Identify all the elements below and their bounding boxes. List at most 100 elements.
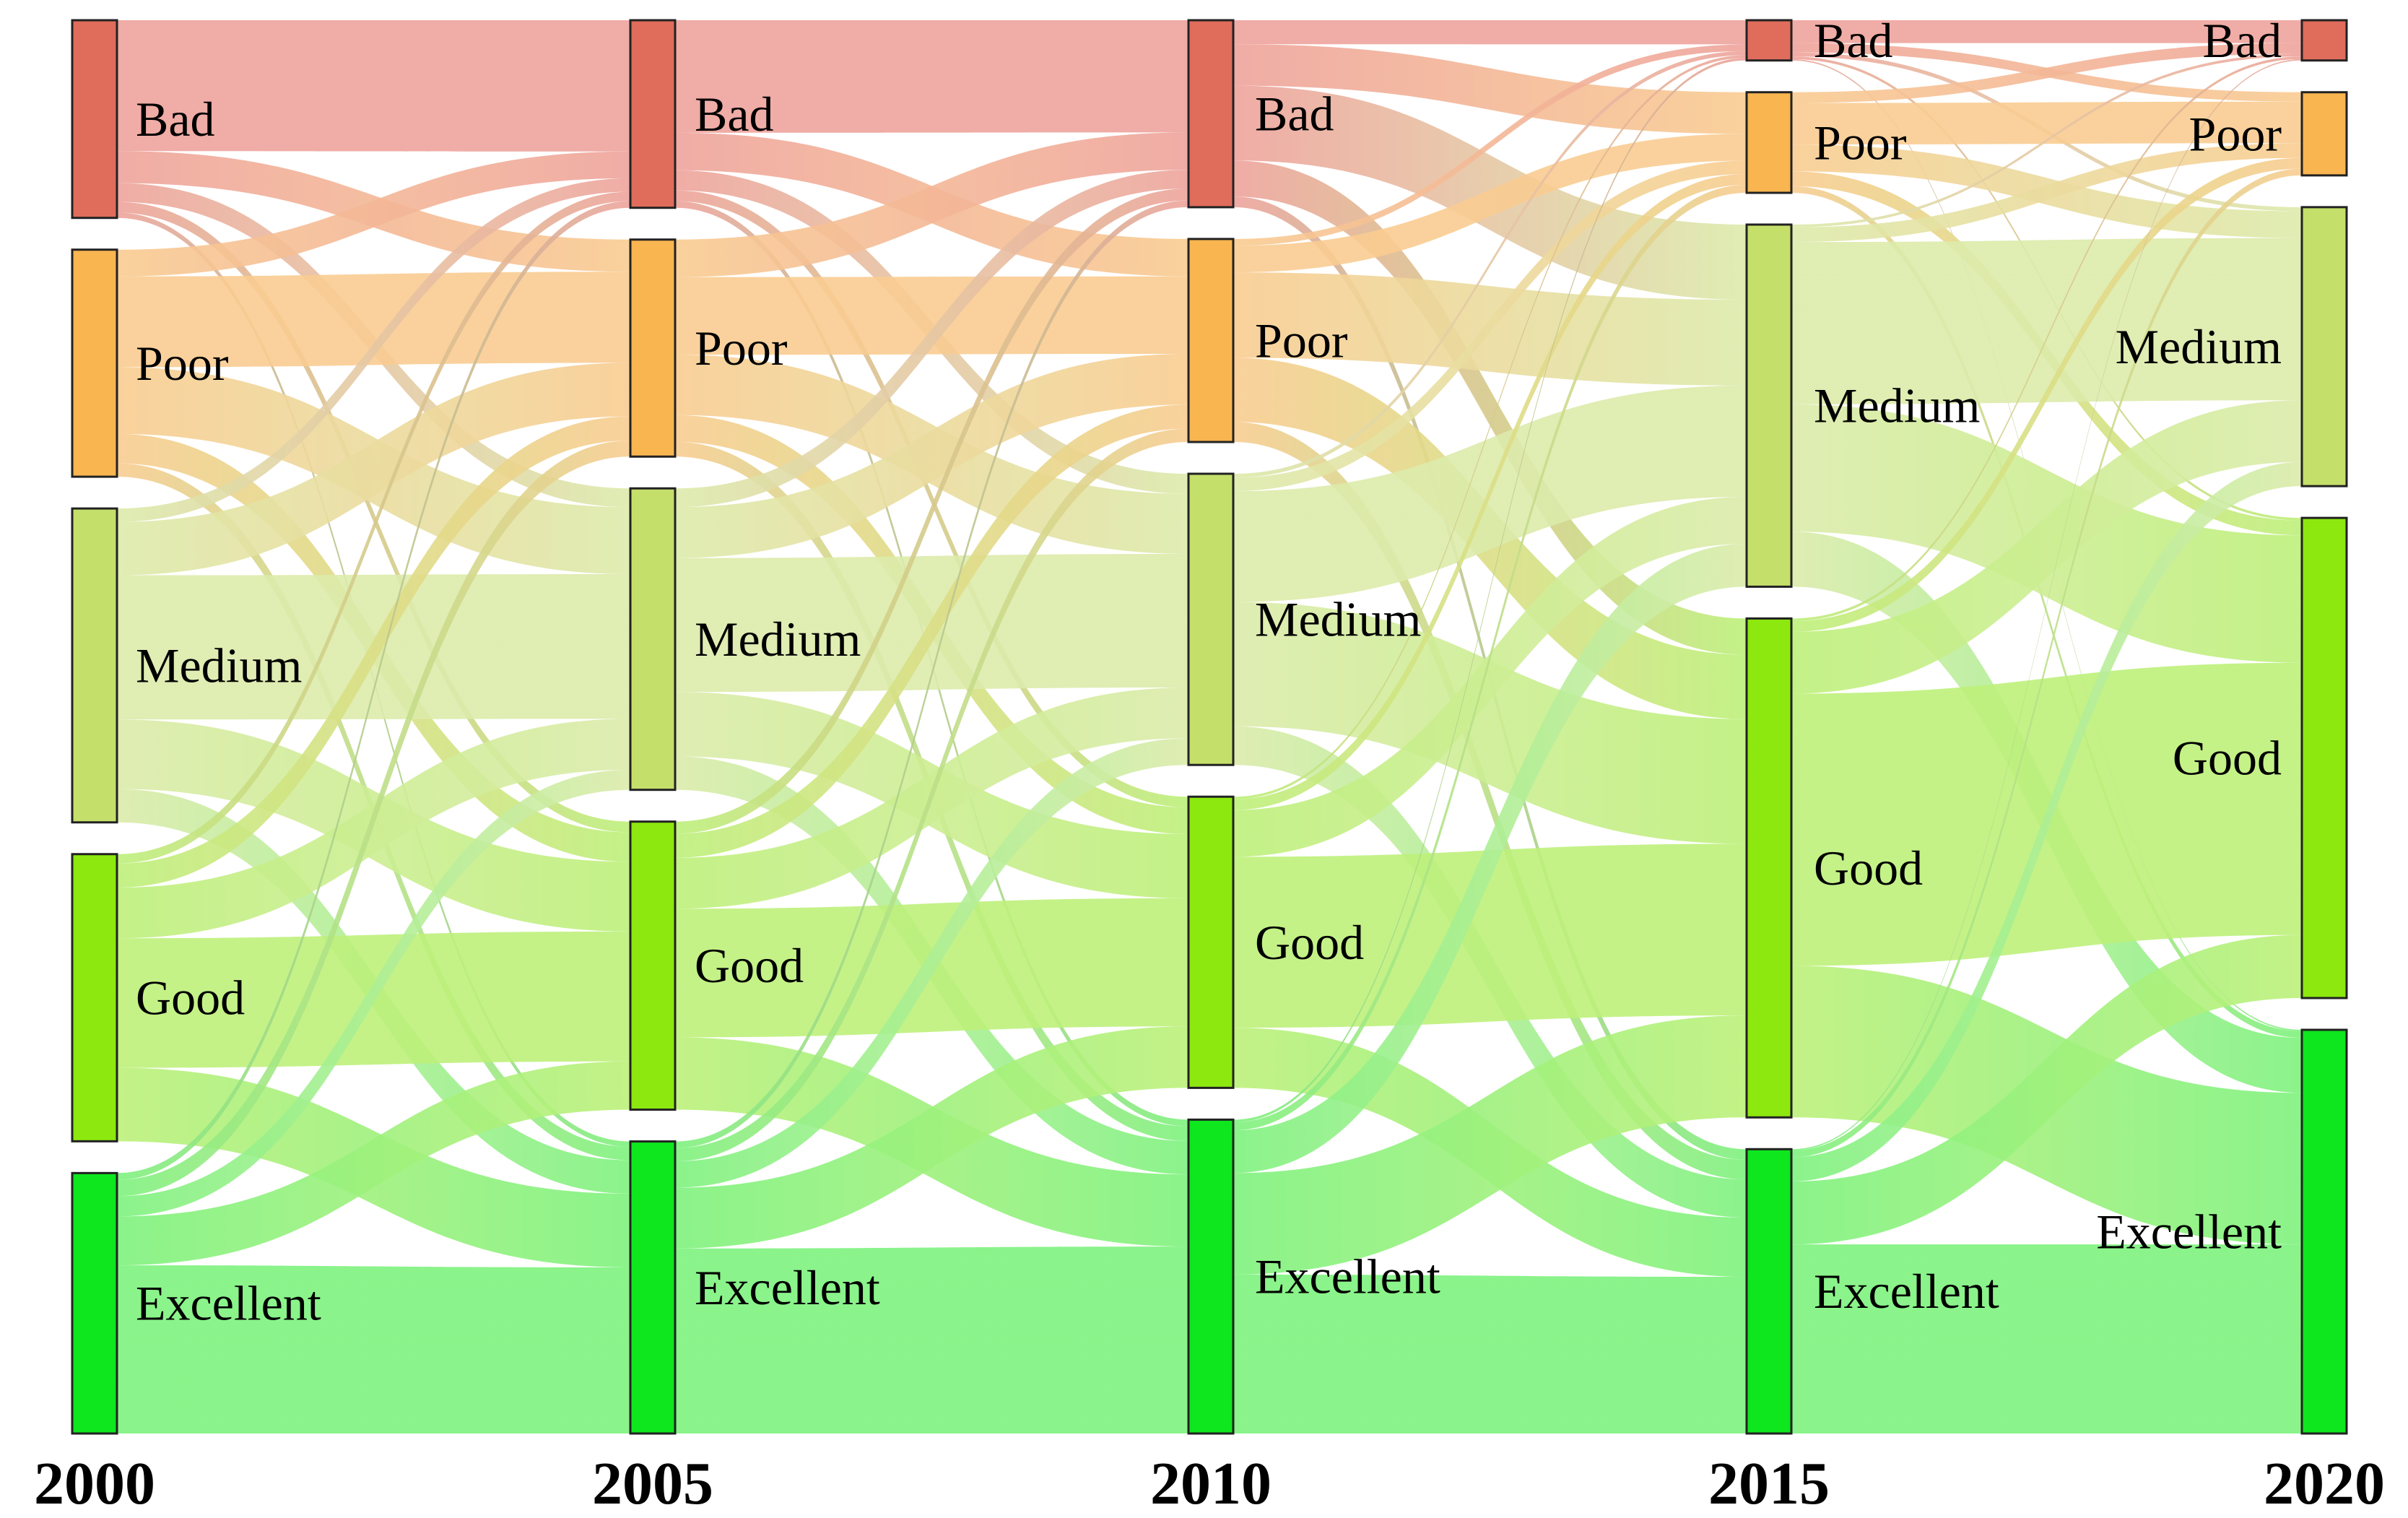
label-2015-bad: Bad <box>1814 13 1893 68</box>
flow-2010-good-to-2015-medium <box>1233 497 1747 857</box>
label-2010-bad: Bad <box>1255 86 1334 141</box>
flow-2005-good-to-2010-bad <box>675 188 1188 834</box>
flow-2015-poor-to-2020-excellent <box>1791 186 2302 1038</box>
flow-2010-bad-to-2015-good <box>1233 160 1747 655</box>
node-2005-excellent <box>629 1140 677 1435</box>
flow-2000-bad-to-2005-bad <box>117 20 630 152</box>
node-2005-good <box>629 820 677 1111</box>
flow-2000-medium-to-2005-bad <box>117 178 630 522</box>
flow-2000-bad-to-2005-good <box>117 201 630 833</box>
year-label-2000: 2000 <box>34 1450 155 1517</box>
node-2000-poor <box>71 248 118 478</box>
node-2020-good <box>2300 516 2348 999</box>
node-2010-excellent <box>1187 1118 1235 1435</box>
flow-2000-good-to-2005-bad <box>117 191 630 864</box>
year-label-2015: 2015 <box>1708 1450 1830 1517</box>
label-2005-medium: Medium <box>695 612 861 667</box>
node-2015-poor <box>1745 91 1793 194</box>
node-2010-poor <box>1187 238 1235 443</box>
flow-2000-excellent-to-2005-good <box>117 1061 630 1266</box>
label-2020-good: Good <box>2173 731 2282 786</box>
flow-2010-good-to-2015-bad <box>1233 55 1747 799</box>
flow-2015-excellent-to-2020-excellent <box>1791 1244 2302 1434</box>
flow-2005-good-to-2010-poor <box>675 404 1188 858</box>
flow-2015-medium-to-2020-poor <box>1791 143 2302 243</box>
flow-2015-excellent-to-2020-poor <box>1791 168 2302 1158</box>
node-2010-good <box>1187 795 1235 1089</box>
node-2015-good <box>1745 617 1793 1119</box>
label-2000-good: Good <box>136 971 245 1025</box>
node-2010-medium <box>1187 472 1235 766</box>
flow-2005-excellent-to-2010-excellent <box>675 1246 1188 1434</box>
label-2000-poor: Poor <box>136 336 229 391</box>
flow-2010-bad-to-2015-bad <box>1233 20 1747 45</box>
flow-2000-excellent-to-2005-medium <box>117 769 630 1217</box>
node-2015-excellent <box>1745 1148 1793 1435</box>
label-2020-bad: Bad <box>2202 13 2282 68</box>
flow-2015-poor-to-2020-poor <box>1791 101 2302 145</box>
node-2005-medium <box>629 487 677 791</box>
node-2015-medium <box>1745 223 1793 588</box>
node-2000-medium <box>71 507 118 824</box>
node-2000-bad <box>71 19 118 220</box>
label-2010-good: Good <box>1255 915 1364 970</box>
flow-2000-medium-to-2005-poor <box>117 363 630 576</box>
label-2020-excellent: Excellent <box>2096 1205 2282 1259</box>
label-2005-poor: Poor <box>695 321 788 376</box>
flow-2015-bad-to-2020-bad <box>1791 20 2302 43</box>
flow-2010-poor-to-2015-poor <box>1233 134 1747 273</box>
year-label-2010: 2010 <box>1150 1450 1272 1517</box>
flow-2010-excellent-to-2015-medium <box>1233 544 1747 1174</box>
node-2020-bad <box>2300 19 2348 62</box>
year-axis: 2000 2005 2010 2015 2020 <box>34 1450 2385 1517</box>
node-2020-poor <box>2300 91 2348 177</box>
flow-2005-excellent-to-2010-poor <box>675 428 1188 1162</box>
flow-2000-poor-to-2005-poor <box>117 272 630 368</box>
node-labels: Bad Poor Medium Good Excellent Bad Poor Medium G… <box>136 13 2282 1331</box>
flow-2010-excellent-to-2015-poor <box>1233 184 1747 1131</box>
flow-2010-poor-to-2015-bad <box>1233 44 1747 246</box>
node-2010-bad <box>1187 19 1235 209</box>
label-2015-excellent: Excellent <box>1814 1264 1999 1319</box>
label-2000-excellent: Excellent <box>136 1276 321 1331</box>
label-2005-excellent: Excellent <box>695 1260 880 1315</box>
label-2010-poor: Poor <box>1255 313 1348 368</box>
label-2015-medium: Medium <box>1814 378 1980 433</box>
label-2020-medium: Medium <box>2116 319 2282 374</box>
flow-2005-poor-to-2010-poor <box>675 276 1188 355</box>
label-2010-medium: Medium <box>1255 592 1421 647</box>
flow-2010-excellent-to-2015-good <box>1233 1015 1747 1275</box>
flow-2005-medium-to-2010-bad <box>675 170 1188 508</box>
flow-2000-excellent-to-2005-excellent <box>117 1265 630 1434</box>
flow-2010-excellent-to-2015-excellent <box>1233 1274 1747 1434</box>
label-2000-medium: Medium <box>136 638 302 693</box>
flow-2005-excellent-to-2010-good <box>675 1026 1188 1249</box>
flow-2005-excellent-to-2010-medium <box>675 738 1188 1188</box>
node-2015-bad <box>1745 19 1793 62</box>
node-2020-excellent <box>2300 1028 2348 1435</box>
flow-2015-excellent-to-2020-bad <box>1791 58 2302 1151</box>
flow-2005-bad-to-2010-bad <box>675 20 1188 133</box>
year-label-2005: 2005 <box>592 1450 713 1517</box>
label-2020-poor: Poor <box>2189 106 2282 161</box>
flow-2000-poor-to-2005-bad <box>117 151 630 277</box>
category-nodes <box>71 19 2348 1435</box>
flow-links <box>117 20 2302 1434</box>
year-label-2020: 2020 <box>2264 1450 2385 1517</box>
flow-2015-excellent-to-2020-medium <box>1791 461 2302 1181</box>
flow-2015-poor-to-2020-bad <box>1791 43 2302 103</box>
flow-2010-medium-to-2015-good <box>1233 602 1747 844</box>
flow-2015-medium-to-2020-bad <box>1791 53 2302 227</box>
label-2015-poor: Poor <box>1814 115 1907 170</box>
flow-2005-medium-to-2010-poor <box>675 353 1188 558</box>
label-2010-excellent: Excellent <box>1255 1249 1440 1304</box>
node-2000-good <box>71 853 118 1142</box>
flow-2005-bad-to-2010-good <box>675 190 1188 808</box>
flow-2010-excellent-to-2015-bad <box>1233 58 1747 1123</box>
label-2015-good: Good <box>1814 841 1923 895</box>
flow-2000-good-to-2005-medium <box>117 719 630 939</box>
label-2005-good: Good <box>695 938 804 993</box>
flow-2010-bad-to-2015-poor <box>1233 44 1747 134</box>
flow-2015-good-to-2020-medium <box>1791 400 2302 694</box>
